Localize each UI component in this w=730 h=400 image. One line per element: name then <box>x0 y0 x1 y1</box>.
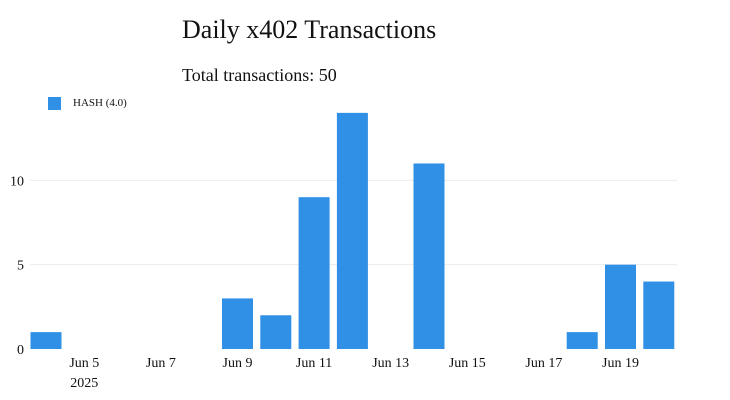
bar[interactable] <box>605 264 636 349</box>
bar[interactable] <box>566 332 598 349</box>
legend-swatch <box>48 96 61 110</box>
x-tick-label: Jun 19 <box>602 356 639 371</box>
chart-title: Daily x402 Transactions <box>182 15 437 44</box>
y-tick-label: 5 <box>17 259 24 274</box>
x-tick-year-label: 2025 <box>70 376 98 391</box>
y-tick-label: 10 <box>10 174 24 189</box>
x-tick-label: Jun 5 <box>69 356 99 371</box>
bar[interactable] <box>413 163 445 349</box>
x-tick-label: Jun 9 <box>223 356 253 371</box>
bar[interactable] <box>222 298 253 349</box>
x-axis-ticks: Jun 5 2025 Jun 7 Jun 9 Jun 11 Jun 13 Jun 15 Jun… <box>69 356 639 391</box>
bar[interactable] <box>298 197 330 349</box>
bar[interactable] <box>643 281 675 349</box>
y-axis-ticks: 0 5 10 <box>10 174 24 358</box>
bar[interactable] <box>30 332 62 349</box>
x-tick-label: Jun 13 <box>372 356 409 371</box>
legend: HASH (4.0) <box>48 96 127 110</box>
x-tick-label: Jun 11 <box>296 356 332 371</box>
x-tick-label: Jun 7 <box>146 356 176 371</box>
bars <box>30 112 675 349</box>
bar[interactable] <box>260 315 292 349</box>
bar[interactable] <box>336 112 368 349</box>
x-tick-label: Jun 17 <box>525 356 562 371</box>
x-tick-label: Jun 15 <box>449 356 486 371</box>
chart-subtitle: Total transactions: 50 <box>182 65 337 85</box>
legend-label: HASH (4.0) <box>73 97 127 109</box>
y-tick-label: 0 <box>17 343 24 358</box>
